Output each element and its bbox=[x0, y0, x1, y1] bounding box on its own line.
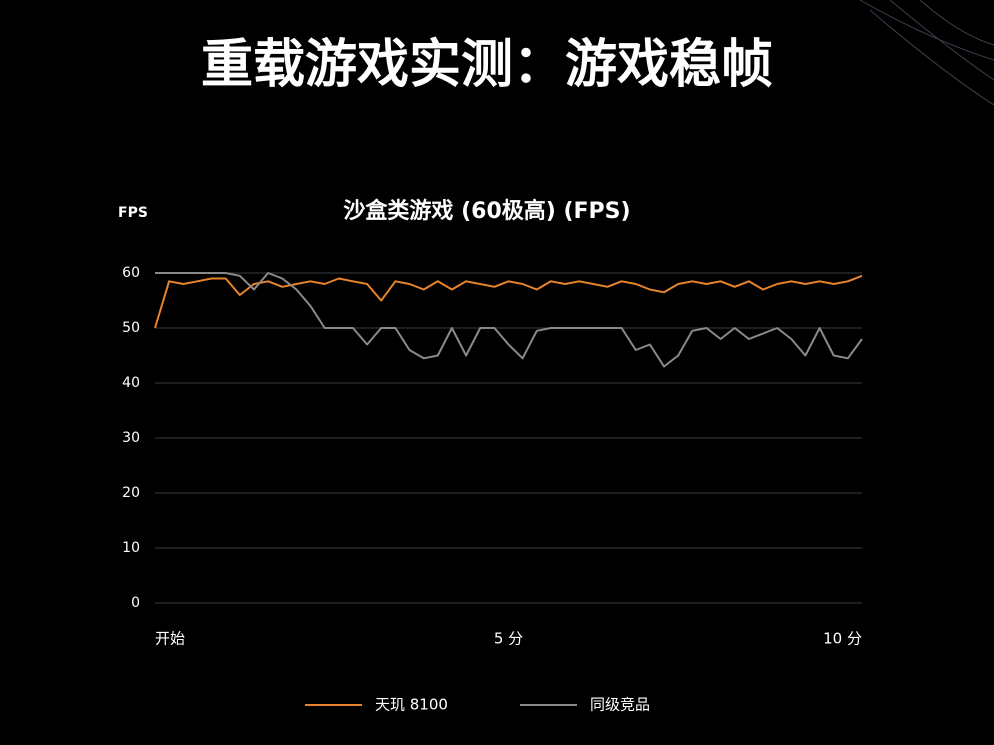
legend-label: 天玑 8100 bbox=[375, 696, 448, 714]
x-tick-label: 10 分 bbox=[823, 630, 862, 648]
y-tick-label: 30 bbox=[122, 430, 140, 446]
y-tick-label: 20 bbox=[122, 485, 140, 501]
series-line bbox=[154, 274, 863, 329]
y-tick-label: 60 bbox=[122, 265, 140, 281]
chart-title: 沙盒类游戏 (60极高) (FPS) bbox=[343, 198, 630, 224]
y-tick-label: 10 bbox=[122, 540, 140, 556]
series-line bbox=[155, 272, 863, 368]
x-tick-label: 5 分 bbox=[494, 630, 523, 648]
y-tick-label: 0 bbox=[131, 595, 140, 611]
x-tick-label: 开始 bbox=[155, 630, 185, 648]
y-tick-label: 40 bbox=[122, 375, 140, 391]
decoration bbox=[859, 0, 994, 106]
y-tick-label: 50 bbox=[122, 320, 140, 336]
y-axis-label: FPS bbox=[118, 205, 148, 221]
page-title: 重载游戏实测：游戏稳帧 bbox=[201, 35, 773, 95]
legend-label: 同级竞品 bbox=[590, 696, 650, 714]
